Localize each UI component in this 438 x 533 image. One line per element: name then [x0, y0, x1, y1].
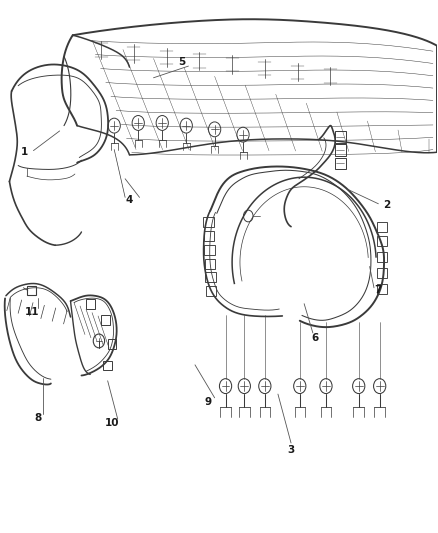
- FancyBboxPatch shape: [205, 272, 215, 282]
- FancyBboxPatch shape: [335, 131, 346, 143]
- FancyBboxPatch shape: [204, 245, 215, 255]
- Circle shape: [374, 378, 386, 393]
- FancyBboxPatch shape: [377, 268, 387, 278]
- FancyBboxPatch shape: [377, 284, 387, 294]
- Circle shape: [208, 122, 221, 137]
- FancyBboxPatch shape: [101, 316, 110, 325]
- Text: 9: 9: [205, 397, 212, 407]
- Text: 4: 4: [126, 195, 133, 205]
- Text: 6: 6: [311, 333, 319, 343]
- Circle shape: [244, 210, 253, 222]
- FancyBboxPatch shape: [203, 216, 214, 227]
- Text: 10: 10: [105, 418, 119, 429]
- FancyBboxPatch shape: [377, 222, 387, 232]
- Circle shape: [259, 378, 271, 393]
- Text: 5: 5: [178, 57, 186, 67]
- Circle shape: [353, 378, 365, 393]
- FancyBboxPatch shape: [205, 286, 216, 296]
- Text: 1: 1: [21, 147, 28, 157]
- Circle shape: [180, 118, 192, 133]
- Circle shape: [238, 378, 251, 393]
- FancyBboxPatch shape: [377, 252, 387, 262]
- Circle shape: [93, 334, 105, 348]
- Text: 8: 8: [34, 413, 42, 423]
- Circle shape: [237, 127, 249, 142]
- FancyBboxPatch shape: [377, 236, 387, 246]
- FancyBboxPatch shape: [108, 340, 117, 349]
- Circle shape: [156, 116, 168, 131]
- Text: 7: 7: [374, 286, 382, 295]
- Circle shape: [219, 378, 232, 393]
- FancyBboxPatch shape: [86, 300, 95, 309]
- Circle shape: [108, 118, 120, 133]
- Text: 11: 11: [25, 306, 39, 317]
- FancyBboxPatch shape: [205, 259, 215, 269]
- FancyBboxPatch shape: [103, 361, 112, 370]
- FancyBboxPatch shape: [335, 158, 346, 169]
- FancyBboxPatch shape: [27, 286, 36, 295]
- FancyBboxPatch shape: [335, 144, 346, 156]
- Circle shape: [132, 116, 145, 131]
- Text: 2: 2: [384, 200, 391, 211]
- Text: 3: 3: [287, 445, 295, 455]
- Circle shape: [320, 378, 332, 393]
- Circle shape: [293, 378, 306, 393]
- FancyBboxPatch shape: [204, 231, 214, 241]
